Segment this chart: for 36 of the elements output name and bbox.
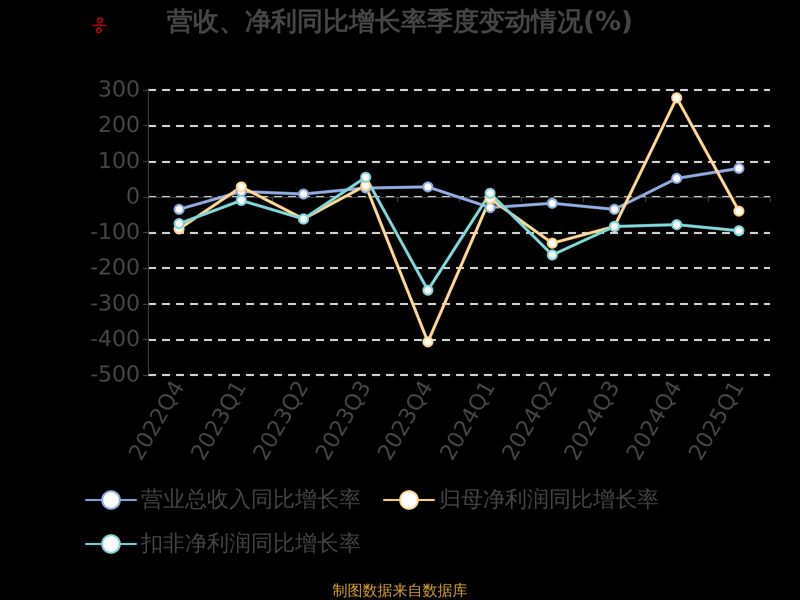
y-tick-label: 200 xyxy=(98,113,140,138)
y-tick-label: -300 xyxy=(90,291,140,316)
legend-label: 归母净利润同比增长率 xyxy=(439,488,659,512)
point xyxy=(174,218,185,230)
point xyxy=(546,238,558,249)
point xyxy=(298,188,309,200)
point xyxy=(236,194,247,206)
point xyxy=(422,336,434,348)
point xyxy=(671,172,682,184)
y-tick-label: -400 xyxy=(90,326,140,352)
point xyxy=(733,225,744,236)
legend-label: 营业总收入同比增长率 xyxy=(141,488,361,512)
point xyxy=(546,249,558,260)
chart-title: 营收、净利同比增长率季度变动情况(%) xyxy=(166,7,633,37)
point xyxy=(671,92,682,104)
point xyxy=(484,188,496,199)
point xyxy=(546,198,558,209)
point xyxy=(360,172,372,183)
point xyxy=(236,181,247,192)
point xyxy=(422,284,434,296)
point xyxy=(671,219,682,230)
legend-label: 扣非净利润同比增长率 xyxy=(140,532,361,556)
y-tick-label: 0 xyxy=(126,184,140,210)
point xyxy=(609,204,620,215)
y-tick-label: -200 xyxy=(90,256,140,281)
text: 制图数据来自数据库 xyxy=(332,582,468,600)
point xyxy=(733,206,744,217)
y-tick-label: 100 xyxy=(98,148,140,174)
point xyxy=(484,202,496,214)
y-tick-label: -500 xyxy=(90,362,140,388)
y-axis-title: % xyxy=(87,14,112,37)
point xyxy=(174,204,185,215)
y-tick-label: -100 xyxy=(90,220,140,245)
point xyxy=(733,162,744,174)
y-tick-label: 300 xyxy=(98,78,140,102)
point xyxy=(422,181,434,192)
